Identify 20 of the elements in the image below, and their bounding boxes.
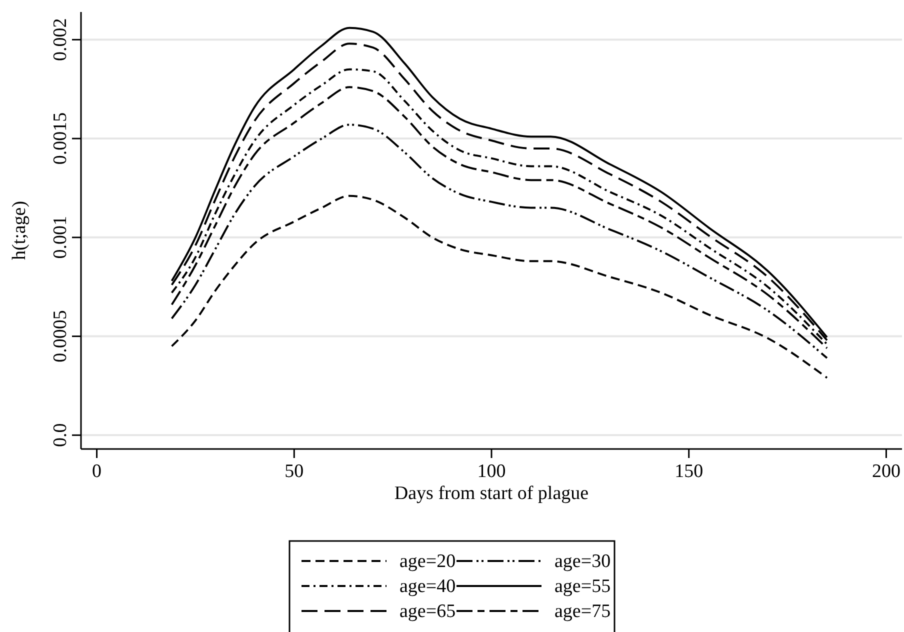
x-tick-label: 0	[92, 461, 102, 482]
x-tick-label: 50	[284, 461, 304, 482]
x-axis-title: Days from start of plague	[394, 483, 589, 504]
legend-label: age=65	[400, 601, 456, 622]
x-tick-label: 200	[872, 461, 900, 482]
legend-label: age=55	[554, 576, 611, 597]
x-tick-label: 100	[477, 461, 506, 482]
legend-label: age=75	[554, 601, 611, 622]
y-tick-label: 0.001	[50, 216, 71, 259]
y-tick-label: 0.0015	[50, 112, 71, 165]
y-tick-label: 0.0	[50, 423, 71, 448]
legend-label: age=30	[554, 551, 611, 572]
line-series	[170, 194, 828, 379]
y-tick-label: 0.0005	[50, 310, 71, 362]
legend-label: age=20	[400, 551, 456, 572]
x-tick-label: 150	[674, 461, 704, 482]
line-series	[170, 124, 828, 360]
legend-label: age=40	[400, 576, 456, 597]
y-tick-label: 0.002	[50, 18, 71, 62]
y-axis-title: h(t;age)	[9, 200, 30, 260]
